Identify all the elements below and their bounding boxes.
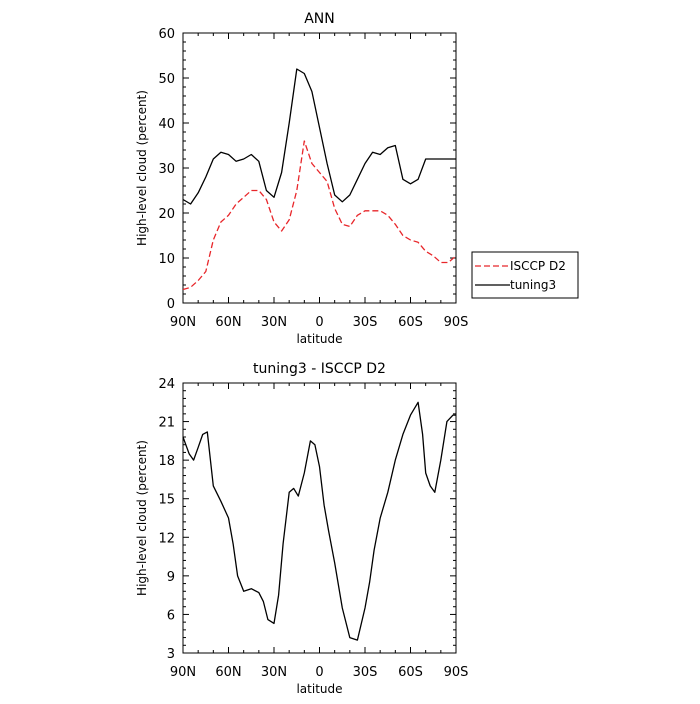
x-tick-label: 60S <box>398 665 423 680</box>
panel-difference-high-cloud: tuning3 - ISCCP D2 90N 60N 30N 0 30S 60S 90S 3 6 9… <box>135 361 468 696</box>
x-tick-label: 90N <box>170 665 196 680</box>
y-tick-label: 6 <box>167 608 175 623</box>
panel-annual-high-cloud: ANN 90N 60N 30N 0 30S 60S 90S 0 10 20 30 40 50 60 latit… <box>135 11 468 346</box>
x-tick-label: 90N <box>170 315 196 330</box>
plot-frame <box>182 32 457 304</box>
x-tick-label: 30S <box>353 315 378 330</box>
plot-frame <box>182 382 457 654</box>
y-tick-label: 40 <box>158 117 175 132</box>
x-tick-label: 90S <box>444 665 469 680</box>
chart-title: ANN <box>304 11 335 27</box>
x-tick-label: 30S <box>353 665 378 680</box>
legend-box <box>471 251 579 299</box>
y-tick-label: 3 <box>167 647 175 662</box>
y-axis-label: High-level cloud (percent) <box>135 440 149 596</box>
y-tick-label: 60 <box>158 27 175 42</box>
legend-label: ISCCP D2 <box>510 259 566 273</box>
x-tick-label: 90S <box>444 315 469 330</box>
y-axis-label: High-level cloud (percent) <box>135 90 149 246</box>
series-line-difference <box>182 401 456 641</box>
x-tick-label: 0 <box>315 665 323 680</box>
y-tick-label: 15 <box>158 493 175 508</box>
x-axis-label: latitude <box>296 332 342 346</box>
y-tick-label: 12 <box>158 531 175 546</box>
x-tick-label: 30N <box>261 315 287 330</box>
legend: ISCCP D2 tuning3 <box>471 251 579 299</box>
y-tick-label: 24 <box>158 377 175 392</box>
series-line-isccp-d2 <box>182 140 457 291</box>
y-tick-label: 20 <box>158 207 175 222</box>
x-tick-label: 30N <box>261 665 287 680</box>
x-tick-label: 60S <box>398 315 423 330</box>
x-tick-label: 60N <box>215 665 241 680</box>
x-tick-label: 0 <box>315 315 323 330</box>
y-tick-label: 30 <box>158 162 175 177</box>
series-line-tuning3 <box>182 68 456 205</box>
y-tick-label: 50 <box>158 72 175 87</box>
y-tick-label: 21 <box>158 416 175 431</box>
chart-title: tuning3 - ISCCP D2 <box>253 361 386 377</box>
y-tick-label: 10 <box>158 252 175 267</box>
x-tick-label: 60N <box>215 315 241 330</box>
y-tick-label: 18 <box>158 454 175 469</box>
x-axis-label: latitude <box>296 682 342 696</box>
legend-label: tuning3 <box>510 278 556 292</box>
y-tick-label: 0 <box>167 297 175 312</box>
y-tick-label: 9 <box>167 570 175 585</box>
